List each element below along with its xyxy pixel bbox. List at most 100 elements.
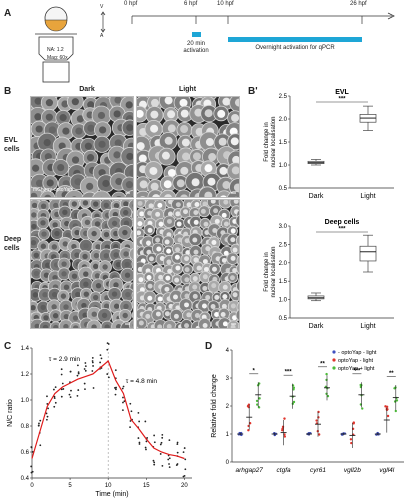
cell [40, 190, 56, 197]
nucleus [71, 243, 77, 250]
nucleus [173, 313, 179, 319]
nucleus [167, 124, 176, 133]
nucleus [51, 304, 57, 310]
nucleus [86, 182, 94, 190]
replicate-point [106, 348, 109, 351]
nucleus [165, 275, 171, 281]
cell [124, 189, 133, 197]
nucleus [164, 194, 172, 197]
nucleus [129, 169, 133, 177]
nucleus [157, 296, 163, 302]
nucleus [213, 208, 219, 214]
tau-off-label: τ = 4.8 min [126, 378, 158, 385]
nucleus [84, 219, 91, 226]
category-label: Dark [309, 323, 324, 330]
nucleus [62, 127, 70, 135]
nucleus [156, 246, 162, 252]
nucleus [98, 169, 106, 177]
y-tick-label: 1 [226, 432, 230, 438]
nucleus [147, 283, 153, 289]
nucleus [44, 194, 52, 197]
data-point [292, 386, 296, 389]
data-point [317, 410, 320, 414]
nucleus [116, 195, 122, 197]
nucleus [75, 291, 81, 298]
replicate-point [84, 365, 87, 367]
replicate-point [153, 461, 156, 464]
nucleus [32, 164, 40, 172]
nucleus [166, 248, 172, 254]
replicate-point [161, 433, 164, 436]
nucleus [53, 324, 59, 328]
nucleus [65, 232, 71, 238]
nucleus [124, 272, 131, 278]
nucleus [211, 283, 217, 289]
cell [159, 189, 177, 197]
nucleus [46, 179, 54, 187]
nucleus [202, 322, 208, 328]
nucleus [139, 180, 148, 189]
replicate-point [53, 397, 56, 400]
nucleus [193, 249, 199, 255]
nucleus [137, 200, 143, 206]
nucleus [149, 166, 158, 175]
row-deep-label-2: cells [4, 245, 20, 252]
replicate-point [30, 446, 33, 448]
replicate-point [76, 394, 79, 397]
nucleus [40, 220, 46, 226]
nucleus [184, 256, 190, 262]
nucleus [230, 324, 236, 328]
nucleus [218, 137, 227, 146]
nucleus [205, 295, 211, 300]
nucleus [113, 230, 119, 237]
column-dark-label: Dark [79, 86, 95, 93]
replicate-point [121, 387, 124, 390]
replicate-point [45, 418, 48, 421]
data-point [361, 407, 364, 410]
nucleus [203, 221, 209, 227]
replicate-point [182, 451, 185, 454]
replicate-point [107, 343, 110, 345]
nucleus [123, 303, 129, 310]
nucleus [43, 315, 49, 321]
nucleus [124, 325, 130, 328]
nucleus [32, 292, 39, 298]
nucleus [180, 194, 188, 197]
nucleus [200, 208, 206, 214]
replicate-point [92, 387, 95, 389]
data-point [291, 384, 295, 387]
nucleus [113, 110, 121, 118]
nucleus [57, 163, 65, 172]
na-label: NA: 1.2 [47, 47, 64, 53]
y-tick-label: 0.6 [21, 450, 30, 456]
nucleus [97, 111, 106, 120]
nucleus [53, 202, 59, 209]
nucleus [111, 291, 118, 297]
nucleus [181, 138, 190, 147]
replicate-point [175, 464, 178, 466]
y-tick-label: 3 [226, 376, 230, 382]
nucleus [94, 273, 101, 279]
y-tick-label: 0 [226, 460, 230, 466]
replicate-point [153, 434, 156, 437]
replicate-point [84, 369, 87, 372]
nucleus [166, 324, 172, 328]
replicate-point [144, 446, 147, 449]
data-point [350, 441, 353, 445]
nucleus [113, 202, 120, 209]
replicate-point [45, 412, 48, 415]
nucleus [102, 179, 110, 188]
data-point [395, 399, 399, 402]
nucleus [87, 124, 95, 132]
nucleus [125, 291, 131, 298]
nucleus [138, 277, 144, 283]
nucleus [31, 304, 36, 311]
nucleus [222, 321, 228, 327]
gene-label: cyr61 [310, 467, 326, 474]
nucleus [52, 222, 58, 228]
replicate-point [184, 468, 187, 471]
row-evl-label-2: cells [4, 146, 20, 153]
y-tick-label: 2.5 [279, 94, 288, 100]
replicate-point [160, 441, 163, 444]
nucleus [86, 153, 95, 162]
